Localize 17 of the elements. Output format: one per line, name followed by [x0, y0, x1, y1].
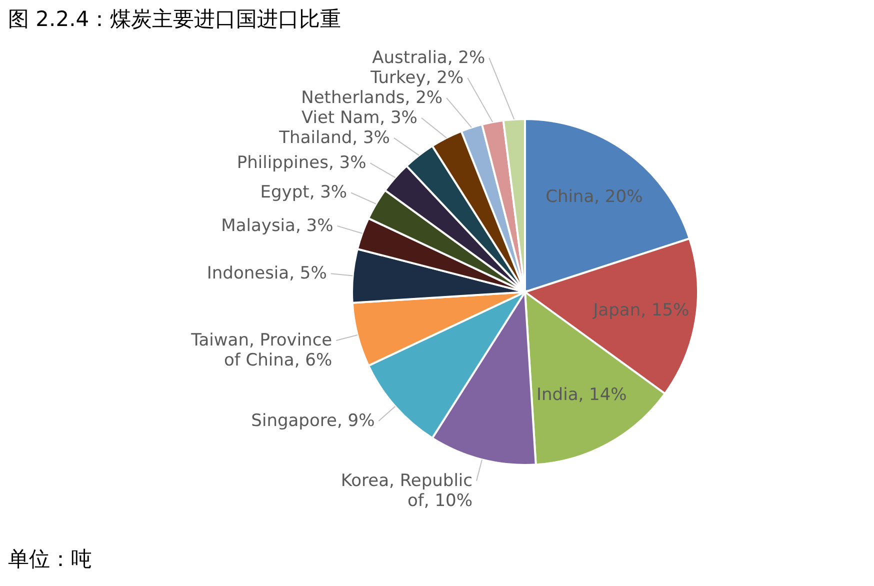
slice-label: Malaysia, 3% [221, 216, 334, 236]
slice-label: China, 20% [546, 186, 643, 207]
slice-label: Taiwan, Province of China, 6% [190, 330, 332, 370]
slice-label: Netherlands, 2% [301, 88, 443, 108]
slice-label: Egypt, 3% [260, 182, 348, 203]
slice-label: India, 14% [536, 385, 627, 406]
slice-label: Philippines, 3% [236, 153, 366, 174]
slice-label: Indonesia, 5% [206, 264, 327, 284]
slice-label: Thailand, 3% [278, 128, 390, 148]
slice-label: Australia, 2% [372, 48, 486, 68]
slice-label: Viet Nam, 3% [301, 108, 418, 128]
text: 单位：吨 [8, 547, 92, 571]
slice-label: Korea, Republic of, 10% [340, 470, 473, 511]
chart-title: 图 2.2.4：煤炭主要进口国进口比重 [8, 7, 342, 31]
slice-label: Singapore, 9% [251, 410, 375, 431]
slice-label: Japan, 15% [592, 300, 690, 320]
slice-label: Turkey, 2% [369, 68, 464, 88]
